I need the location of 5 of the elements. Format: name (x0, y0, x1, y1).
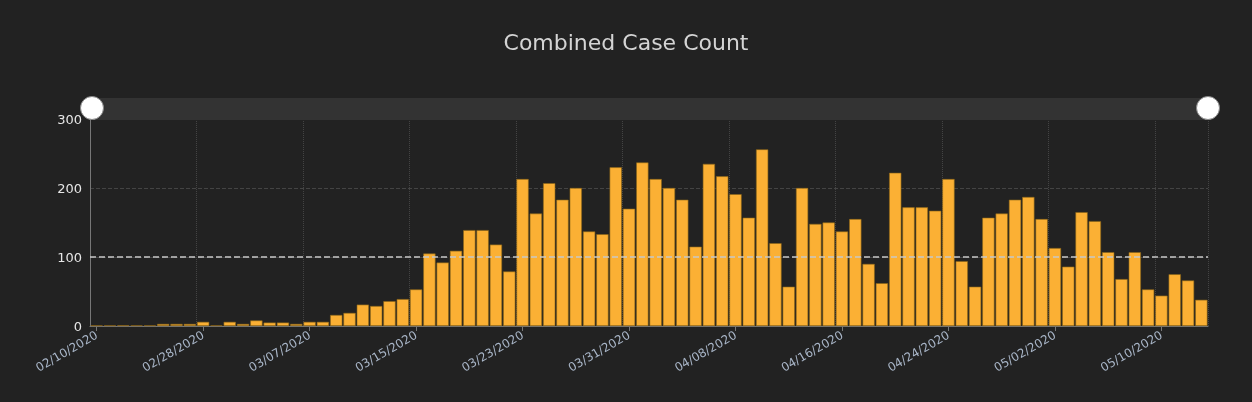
y-tick-label: 100 (57, 249, 82, 265)
chart-title: Combined Case Count (503, 29, 749, 55)
y-tick-label: 200 (57, 180, 82, 196)
y-tick-label: 300 (57, 111, 82, 127)
y-tick-label: 0 (73, 318, 82, 334)
